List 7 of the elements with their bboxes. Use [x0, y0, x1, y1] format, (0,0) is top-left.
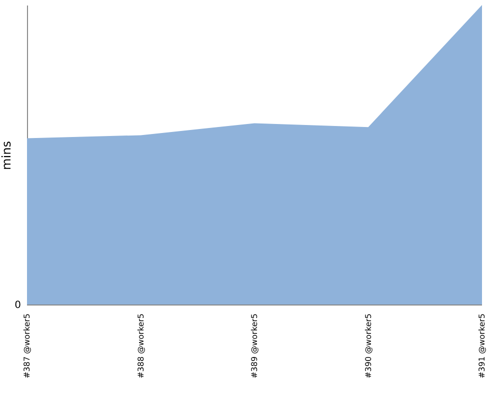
- x-tick-label: #388 @worker5: [136, 314, 146, 378]
- x-tick-label: #391 @worker5: [478, 314, 486, 378]
- x-tick-label: #387 @worker5: [22, 314, 32, 378]
- x-tick-label: #390 @worker5: [364, 314, 373, 378]
- y-axis-title: mins: [0, 141, 14, 170]
- x-tick-label: #389 @worker5: [250, 314, 259, 378]
- text: 0: [14, 300, 21, 311]
